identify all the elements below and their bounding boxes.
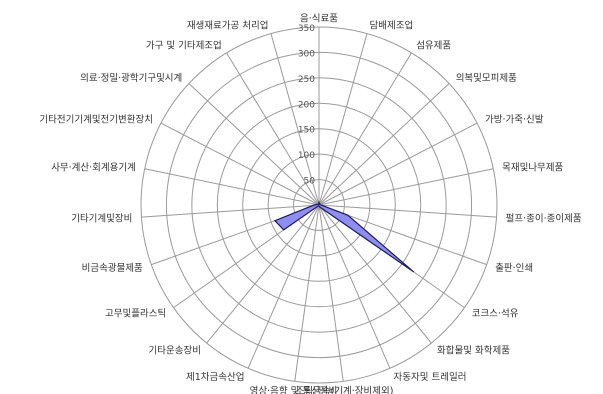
grid-spoke [141,204,320,218]
category-label: 영상·음향 및 통신장비 [250,385,338,394]
tick-label: 200 [298,100,315,110]
category-label: 제1차금속산업 [186,371,244,383]
category-label: 가방·가죽·신발 [485,115,544,126]
series-layer [273,200,415,273]
category-label: 사무·계산·회계용기계 [51,162,136,174]
category-label: 의료·정밀·광학기구및시계 [80,72,182,84]
tick-label: 300 [298,49,315,59]
grid-spoke [188,83,320,206]
category-label: 화합물및 화학제품 [437,345,510,357]
category-label: 섬유제품 [416,41,451,52]
category-label: 가구 및 기타제조업 [146,40,222,52]
grid-spoke [294,204,320,382]
grid-spoke [318,83,450,206]
category-label: 펄프·종이·종이제품 [506,212,582,224]
tick-label: 250 [298,75,315,85]
grid-spoke [318,204,344,382]
category-label: 기타기계및장비 [71,212,132,224]
grid-spoke [226,52,320,206]
category-label: 음·식료품 [300,14,338,25]
grid-spoke [247,204,320,369]
category-labels: 음·식료품 담배제조업섬유제품의복및모피제품가방·가죽·신발목재및나무제품펄프·종… [39,14,581,394]
tick-label: 100 [298,151,315,161]
category-label: 비금속광물제품 [82,262,143,274]
grid-spoke [270,33,320,206]
category-label: 자동자및 트레일러 [394,371,467,383]
grid-spoke [318,168,494,206]
tick-labels: 50 100 150 200 250 300 350 [298,24,315,187]
series-area [273,200,415,273]
grid-spoke [206,204,320,344]
grid-spoke [318,204,432,344]
category-label: 기타전기기계및전기변환장치 [39,114,153,126]
tick-label: 50 [304,177,316,187]
category-label: 고무및플라스틱 [105,307,166,319]
grid-spoke [144,168,320,206]
category-label: 재생재료가공 처리업 [187,19,269,31]
category-label: 의복및모피제품 [456,72,517,84]
category-label: 조립금속(기계·장비제외) [296,385,394,394]
tick-label: 350 [298,24,315,34]
grid-spoke [318,52,412,206]
category-label: 출판·인쇄 [495,263,533,274]
grid-spoke [318,204,391,369]
category-label: 목재및나무제품 [502,162,563,174]
grid-spoke [318,122,478,206]
grid-spoke [318,204,497,218]
grid-spoke [160,122,320,206]
category-label: 코크스·석유 [472,308,519,319]
grid-spoke [318,33,368,206]
tick-label: 150 [298,126,315,136]
category-label: 기타운송장비 [149,346,201,357]
category-label: 담배제조업 [370,19,414,31]
